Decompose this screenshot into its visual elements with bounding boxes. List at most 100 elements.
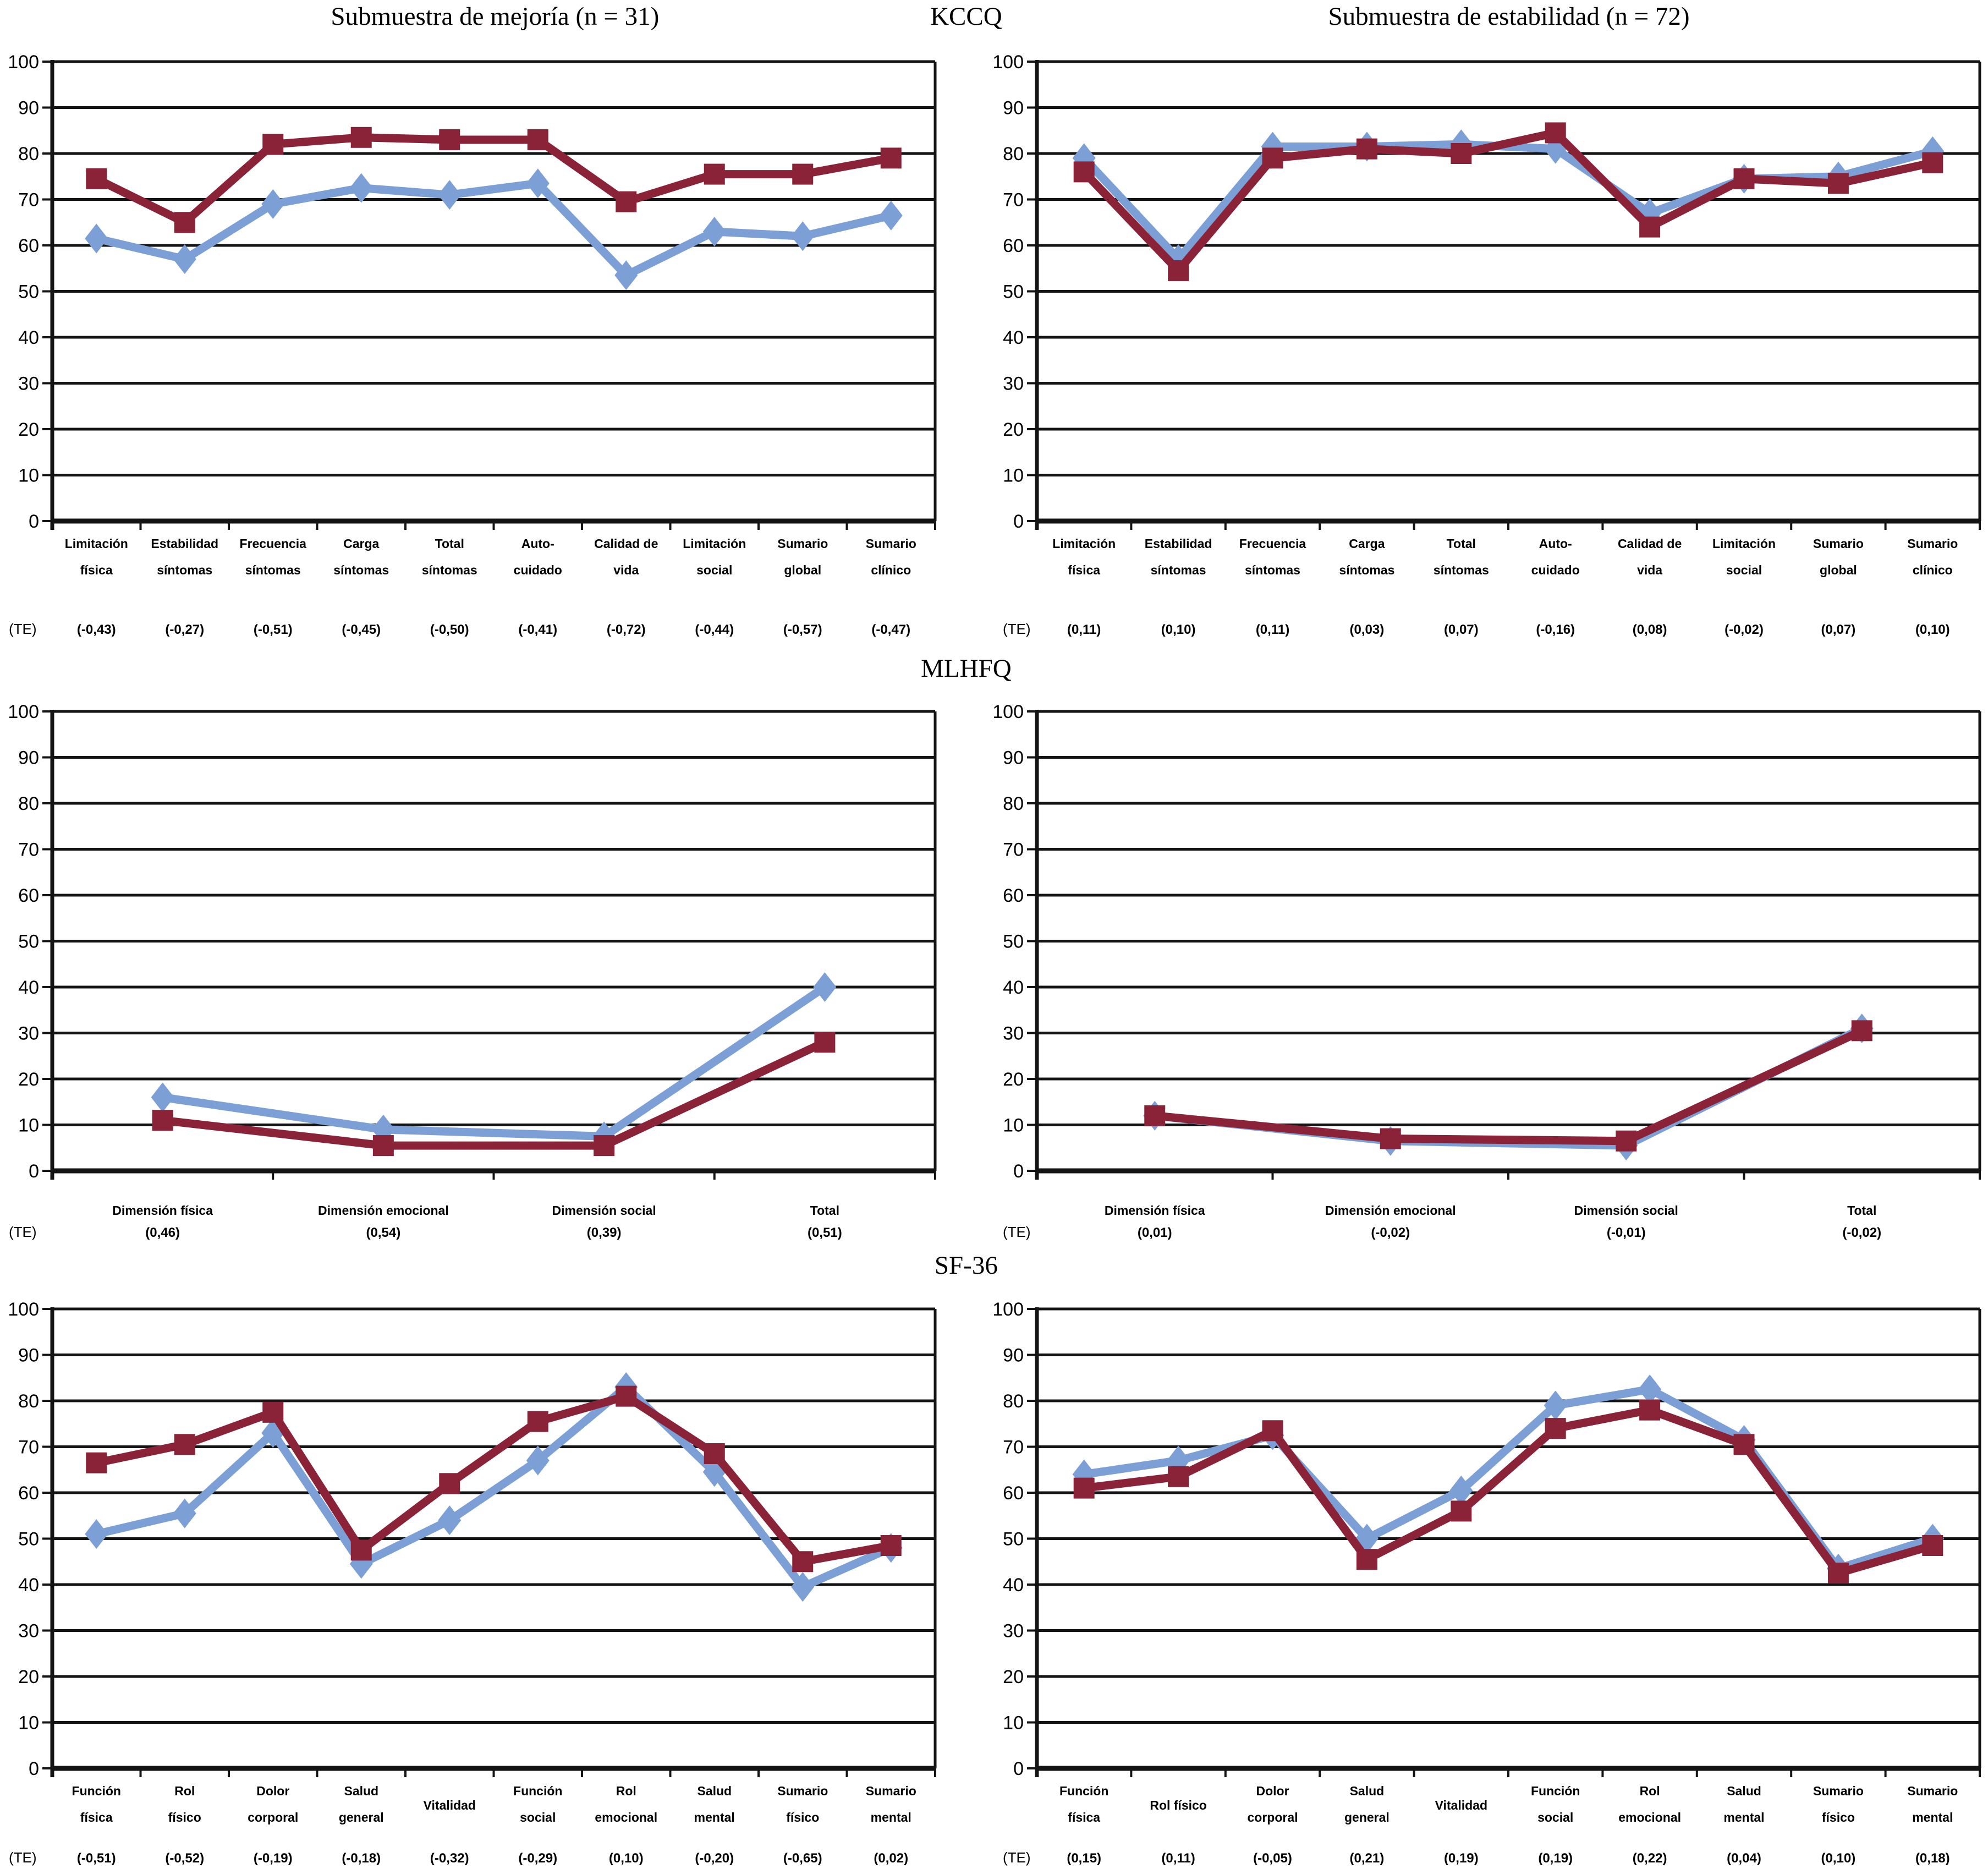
chart-sf36-mejoria: 0 10 20 30 40 50 60 70 80 90 100 Función física Rol fí… (8, 1301, 937, 1866)
blue-diamond-marker (1638, 1374, 1662, 1405)
subtitle-mejoria: Submuestra de mejoría (n = 31) (331, 2, 660, 31)
te-value: (-0,51) (77, 1851, 116, 1866)
te-value: (-0,02) (1842, 1225, 1881, 1240)
red-square-marker (704, 1443, 725, 1465)
te-value: (0,10) (1161, 622, 1196, 637)
y-tick-label: 0 (29, 511, 39, 532)
y-tick-label: 80 (1003, 1391, 1024, 1412)
y-tick-label: 40 (1003, 977, 1024, 998)
te-value: (0,01) (1138, 1225, 1172, 1240)
y-tick-label: 40 (1003, 1575, 1024, 1596)
category-label: Rol (1640, 1784, 1660, 1798)
red-square-marker (1451, 143, 1472, 164)
red-square-marker (1451, 1500, 1472, 1522)
category-label: Sumario (866, 536, 916, 551)
y-tick-label: 70 (18, 190, 39, 211)
category-label: síntomas (422, 563, 477, 577)
te-value: (0,19) (1444, 1851, 1479, 1866)
red-square-marker (439, 1473, 460, 1494)
blue-diamond-marker (173, 1498, 196, 1528)
blue-diamond-marker (151, 1082, 174, 1113)
te-value: (-0,18) (342, 1851, 381, 1866)
te-value: (-0,32) (430, 1851, 469, 1866)
y-tick-label: 70 (1003, 190, 1024, 211)
te-prefix: (TE) (9, 1849, 37, 1866)
y-tick-label: 60 (18, 885, 39, 906)
y-tick-label: 20 (18, 1069, 39, 1090)
category-label: Dolor (1256, 1784, 1289, 1798)
blue-diamond-marker (1072, 1459, 1096, 1489)
category-label: Dimensión física (1105, 1203, 1205, 1218)
category-label: física (80, 563, 113, 577)
y-tick-label: 20 (1003, 1667, 1024, 1687)
category-label: general (339, 1810, 384, 1824)
y-tick-label: 70 (18, 840, 39, 861)
kccq-charts: 0 10 20 30 40 50 60 70 80 90 100 Limitación física Es… (0, 55, 1988, 652)
category-label: Sumario (777, 1784, 828, 1798)
red-square-marker (1827, 1563, 1849, 1584)
te-value: (0,11) (1067, 622, 1101, 637)
category-label: emocional (1618, 1810, 1681, 1824)
red-square-marker (1356, 1549, 1377, 1570)
category-label: vida (613, 563, 639, 577)
category-label: Vitalidad (424, 1798, 476, 1812)
y-tick-label: 90 (1003, 1345, 1024, 1366)
te-value: (0,10) (1821, 1851, 1856, 1866)
section-title-mlhfq: MLHFQ (921, 654, 1012, 683)
category-label: Limitación (65, 536, 128, 551)
category-label: Estabilidad (151, 536, 218, 551)
red-square-marker (616, 191, 637, 212)
category-label: Limitación (1712, 536, 1776, 551)
y-tick-label: 20 (1003, 419, 1024, 440)
red-square-marker (527, 129, 548, 150)
y-tick-label: 100 (8, 1301, 39, 1320)
category-label: Auto- (1539, 536, 1572, 551)
te-value: (-0,16) (1536, 622, 1575, 637)
y-tick-label: 20 (18, 419, 39, 440)
y-tick-label: 50 (18, 1529, 39, 1550)
red-square-marker (262, 1401, 284, 1423)
red-square-marker (1545, 122, 1566, 144)
red-square-marker (262, 134, 284, 155)
y-tick-label: 0 (29, 1758, 39, 1779)
category-label: Total (1847, 1203, 1876, 1218)
red-square-marker (792, 163, 814, 185)
category-label: síntomas (333, 563, 389, 577)
red-square-marker (814, 1032, 836, 1053)
red-square-marker (439, 129, 460, 150)
te-value: (0,04) (1727, 1851, 1761, 1866)
chart-sf36-estabilidad: 0 10 20 30 40 50 60 70 80 90 100 Función física Rol f… (994, 1301, 1981, 1866)
category-label: Función (1059, 1784, 1108, 1798)
row-sf36-header: SF-36 (0, 1249, 1988, 1301)
category-label: Sumario (866, 1784, 916, 1798)
y-tick-label: 20 (18, 1667, 39, 1687)
te-value: (-0,19) (254, 1851, 293, 1866)
series-red-line (94, 133, 892, 228)
blue-diamond-marker (349, 173, 373, 203)
series-blue-line (95, 1381, 893, 1592)
row-kccq: Submuestra de mejoría (n = 31) KCCQ Subm… (0, 0, 1988, 652)
category-label: Sumario (1813, 1784, 1864, 1798)
te-prefix: (TE) (1003, 621, 1031, 637)
y-tick-label: 40 (18, 1575, 39, 1596)
category-label: social (1726, 563, 1762, 577)
te-value: (-0,45) (342, 622, 381, 637)
category-label: emocional (595, 1810, 657, 1824)
row-mlhfq: MLHFQ 0 10 20 30 40 50 60 70 80 90 100 Dimensión fí… (0, 652, 1988, 1249)
te-value: (0,10) (609, 1851, 644, 1866)
blue-diamond-marker (438, 1505, 462, 1536)
red-square-marker (1380, 1128, 1401, 1149)
mlhfq-charts: 0 10 20 30 40 50 60 70 80 90 100 Dimensión física Di… (0, 704, 1988, 1249)
te-value: (0,11) (1256, 622, 1289, 637)
category-label: global (784, 563, 821, 577)
red-square-marker (350, 127, 372, 148)
category-label: clínico (871, 563, 911, 577)
red-square-marker (616, 1385, 637, 1407)
row-kccq-header: Submuestra de mejoría (n = 31) KCCQ Subm… (0, 0, 1988, 55)
red-square-marker (86, 1452, 107, 1473)
red-square-marker (594, 1135, 615, 1157)
y-tick-label: 80 (18, 793, 39, 814)
y-tick-label: 60 (1003, 885, 1024, 906)
category-label: Salud (697, 1784, 732, 1798)
